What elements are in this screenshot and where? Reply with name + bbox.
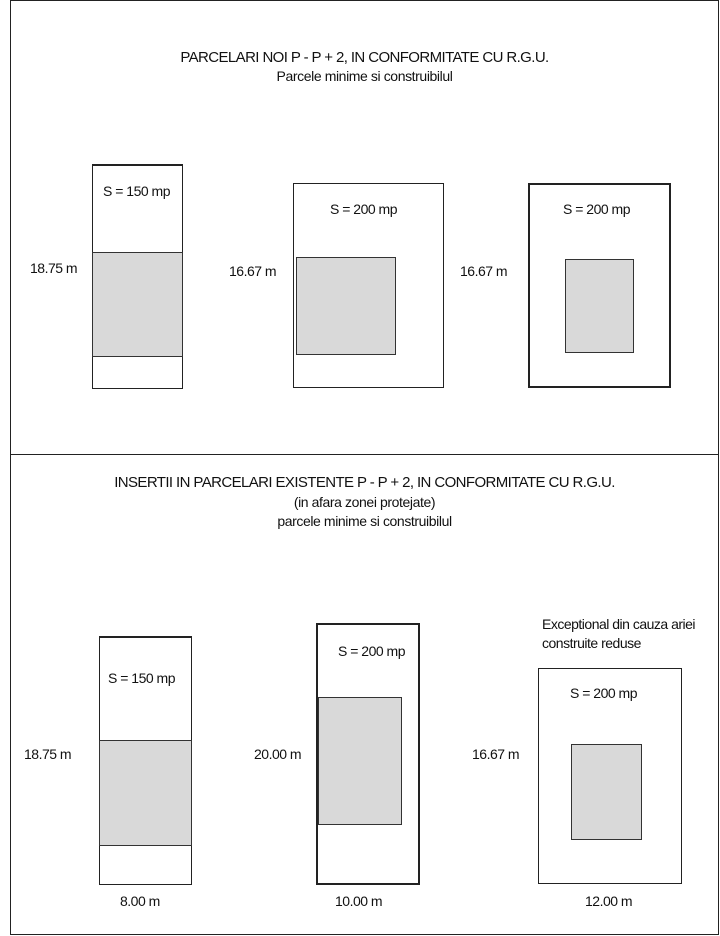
- top-lot-1: [92, 164, 183, 389]
- bottom-lot-1-width-label: 8.00 m: [120, 893, 160, 909]
- bottom-lot-3-note-line-1: Exceptional din cauza ariei: [542, 616, 696, 632]
- drawing-frame: [10, 0, 719, 935]
- bottom-lot-3-note-line-2: construite reduse: [542, 635, 641, 651]
- bottom-lot-3-built-area: [571, 744, 642, 840]
- bottom-lot-1-area-label: S = 150 mp: [108, 670, 176, 686]
- top-lot-3-depth-label: 16.67 m: [460, 263, 508, 279]
- top-lot-2: [293, 183, 444, 388]
- top-lot-3-built-area: [565, 259, 634, 353]
- top-lot-2-depth-label: 16.67 m: [229, 263, 277, 279]
- bottom-section-subtitle-1: (in afara zonei protejate): [293, 494, 436, 510]
- bottom-lot-2-width-label: 10.00 m: [335, 893, 383, 909]
- bottom-section-subtitle-2: parcele minime si construibilul: [277, 513, 452, 529]
- bottom-lot-1-built-area: [99, 740, 192, 846]
- top-section-title: PARCELARI NOI P - P + 2, IN CONFORMITATE…: [180, 49, 549, 66]
- bottom-lot-1: [99, 636, 192, 885]
- bottom-lot-3-depth-label: 16.67 m: [472, 746, 520, 762]
- bottom-lot-3-area-label: S = 200 mp: [570, 685, 638, 701]
- top-section-subtitle: Parcele minime si construibilul: [276, 68, 453, 84]
- section-divider: [10, 454, 719, 455]
- top-lot-3-area-label: S = 200 mp: [563, 201, 631, 217]
- top-lot-3: [528, 183, 671, 388]
- bottom-lot-2-built-area: [318, 697, 402, 825]
- bottom-lot-1-depth-label: 18.75 m: [24, 746, 72, 762]
- bottom-lot-3-width-label: 12.00 m: [585, 893, 633, 909]
- bottom-lot-3: [538, 668, 682, 884]
- top-lot-2-built-area: [296, 257, 396, 355]
- bottom-lot-2: [316, 623, 420, 885]
- bottom-lot-2-depth-label: 20.00 m: [254, 746, 302, 762]
- top-lot-2-area-label: S = 200 mp: [330, 201, 398, 217]
- top-lot-1-depth-label: 18.75 m: [30, 260, 78, 276]
- bottom-section-title: INSERTII IN PARCELARI EXISTENTE P - P + …: [114, 474, 615, 491]
- bottom-lot-2-area-label: S = 200 mp: [338, 643, 406, 659]
- top-lot-1-built-area: [92, 252, 183, 357]
- top-lot-1-area-label: S = 150 mp: [103, 183, 171, 199]
